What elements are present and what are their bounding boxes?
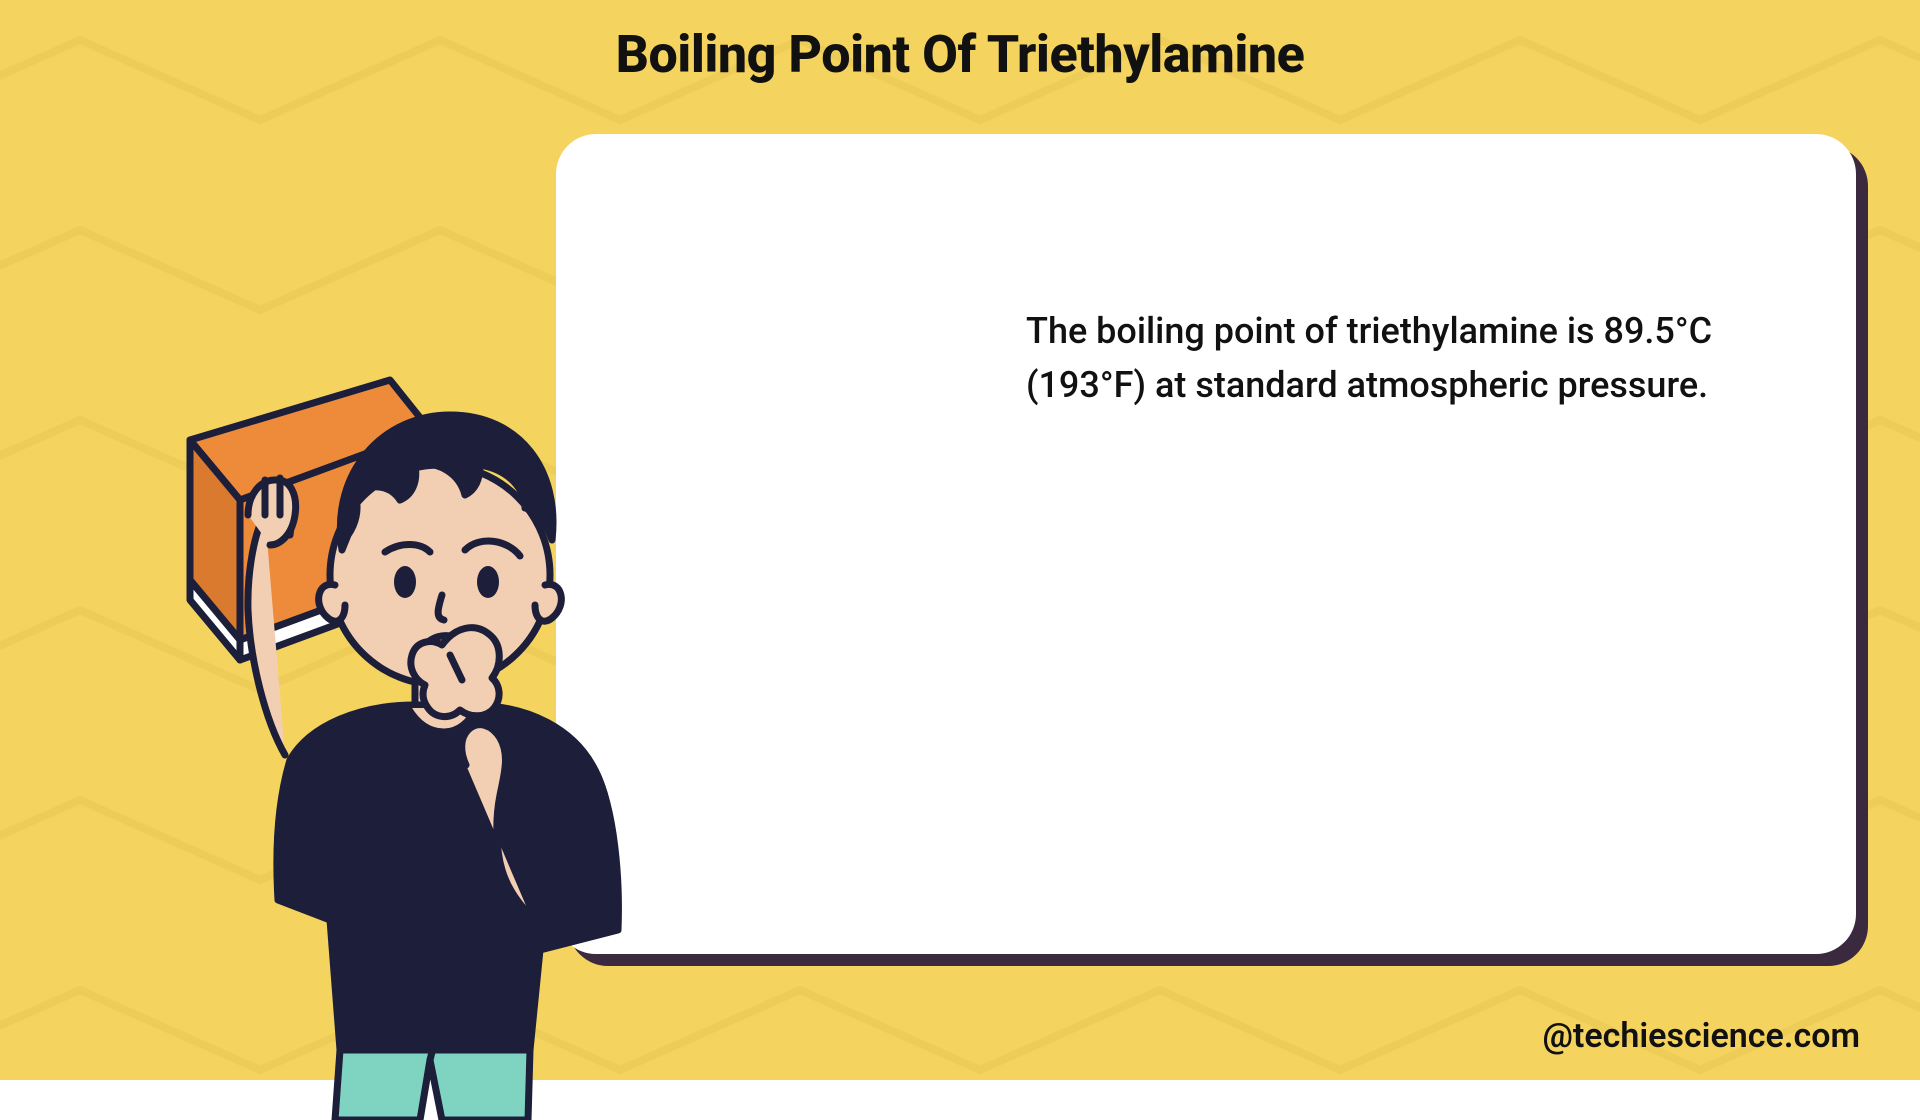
info-card: The boiling point of triethylamine is 89… — [556, 134, 1856, 954]
attribution-text: @techiescience.com — [1542, 1016, 1860, 1056]
thinking-student-illustration — [130, 360, 650, 1120]
card-body-text: The boiling point of triethylamine is 89… — [1026, 304, 1766, 412]
page-title: Boiling Point Of Triethylamine — [0, 24, 1920, 85]
